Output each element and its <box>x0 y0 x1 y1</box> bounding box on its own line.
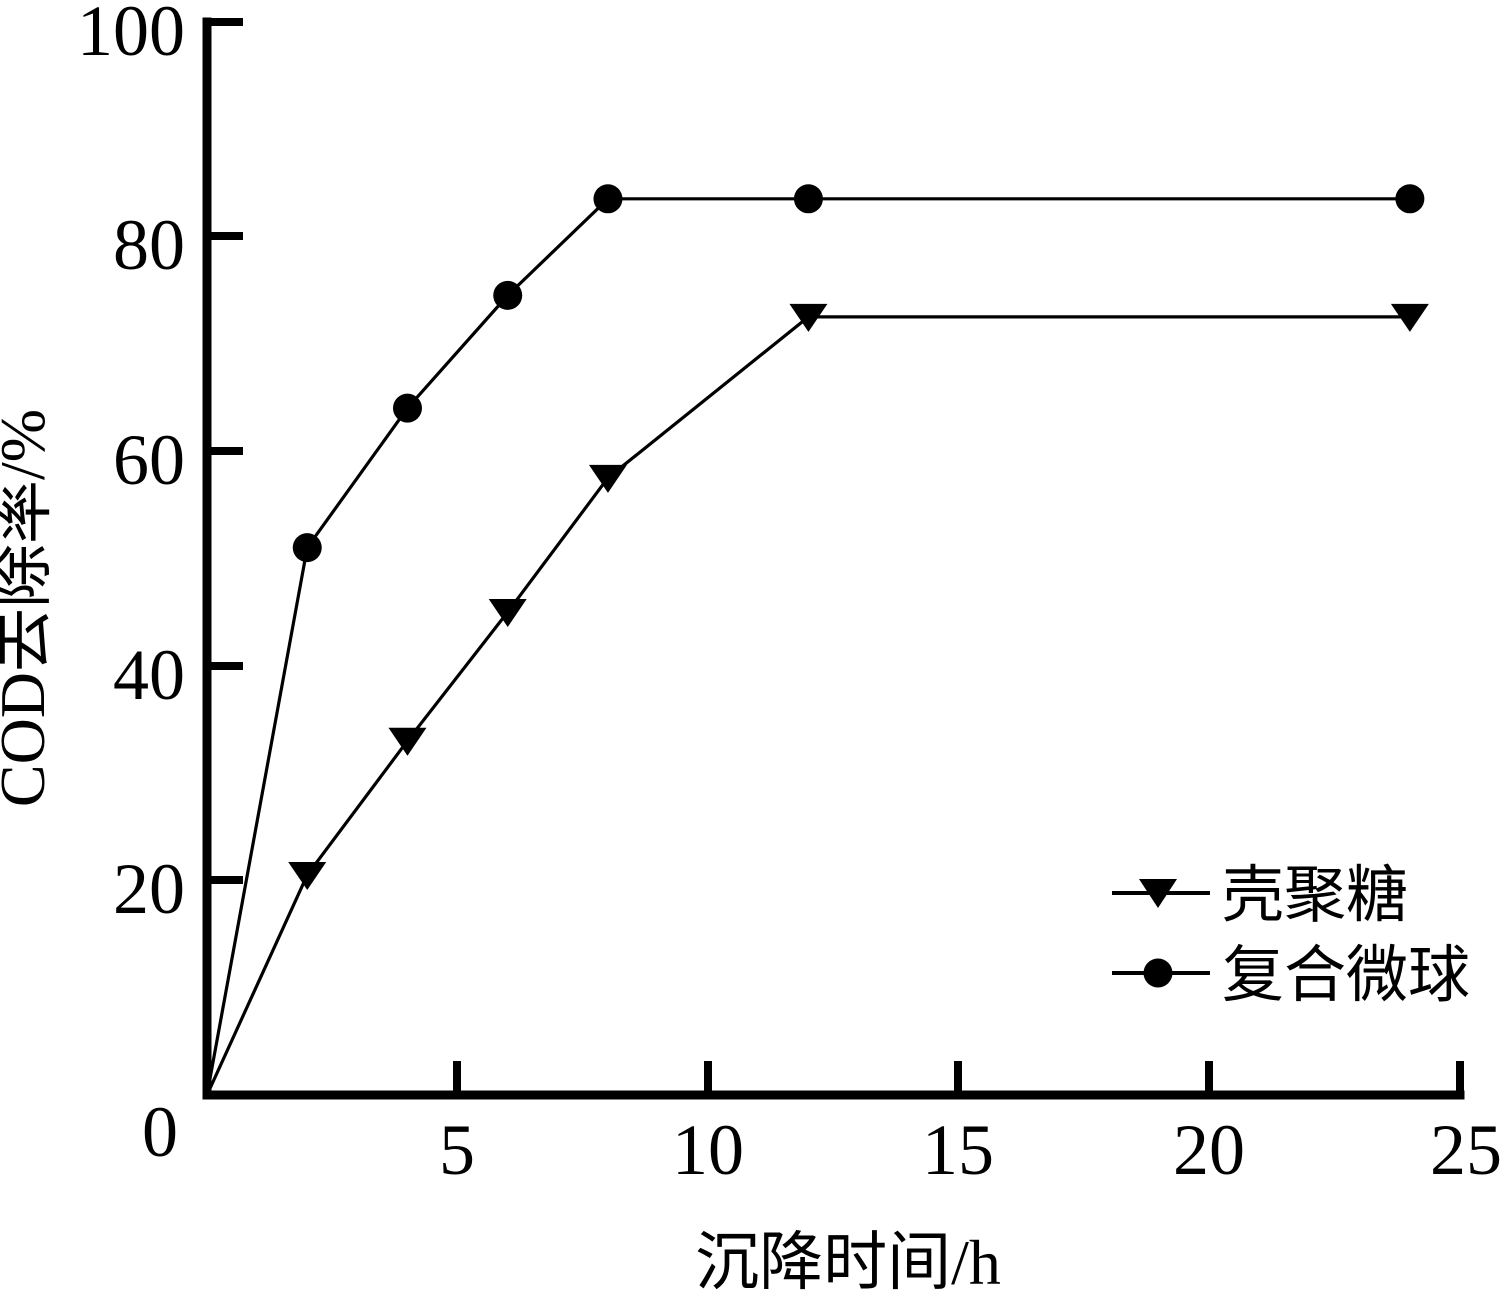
legend-item-chitosan: 壳聚糖 <box>1112 862 1408 930</box>
axes <box>202 17 1465 1100</box>
legend: 壳聚糖 复合微球 <box>1112 862 1470 1010</box>
circle-marker <box>593 184 623 214</box>
legend-item-microsphere: 复合微球 <box>1112 942 1470 1010</box>
triangle-down-marker <box>288 861 327 890</box>
x-tick-label: 25 <box>1430 1110 1502 1190</box>
x-ticks <box>453 1061 1464 1095</box>
triangle-down-marker <box>488 599 527 628</box>
x-axis-title: 沉降时间/h <box>695 1227 1001 1298</box>
triangle-down-marker <box>789 303 828 332</box>
triangle-down-icon <box>1139 879 1177 908</box>
triangle-down-marker <box>388 727 427 756</box>
origin-label: 0 <box>142 1092 178 1172</box>
y-ticks <box>207 18 243 884</box>
y-axis-title: COD去除率/% <box>0 409 58 807</box>
series-layer <box>205 184 1429 1096</box>
circle-marker <box>793 184 823 214</box>
y-tick-labels: 20 40 60 80 100 <box>77 0 185 929</box>
triangle-down-marker <box>1390 303 1429 332</box>
x-tick-label: 15 <box>922 1110 994 1190</box>
circle-marker <box>493 280 523 310</box>
legend-label: 壳聚糖 <box>1222 862 1408 930</box>
y-tick-label: 100 <box>77 0 185 71</box>
y-tick-label: 80 <box>113 205 185 285</box>
y-tick-label: 60 <box>113 420 185 500</box>
y-tick-label: 40 <box>113 635 185 715</box>
x-tick-label: 10 <box>672 1110 744 1190</box>
legend-label: 复合微球 <box>1222 942 1470 1010</box>
x-tick-label: 20 <box>1173 1110 1245 1190</box>
x-tick-labels: 0 5 10 15 20 25 <box>142 1092 1502 1190</box>
circle-icon <box>1143 958 1173 988</box>
triangle-down-marker <box>588 464 627 493</box>
circle-marker <box>292 533 322 563</box>
x-tick-label: 5 <box>439 1110 475 1190</box>
y-tick-label: 20 <box>113 849 185 929</box>
circle-marker <box>1395 184 1425 214</box>
circle-marker <box>392 393 422 423</box>
